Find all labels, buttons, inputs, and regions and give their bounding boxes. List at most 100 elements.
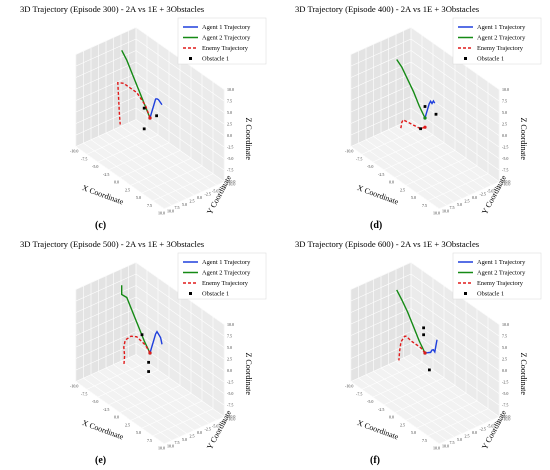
x-axis-title: X Coordinate — [81, 418, 125, 441]
gridline — [350, 38, 412, 67]
obstacle-marker — [140, 333, 144, 337]
x-tick-label: -5.0 — [367, 399, 373, 404]
x-tick-label: -2.5 — [378, 172, 384, 177]
gridline — [75, 262, 137, 290]
gridline — [358, 377, 447, 441]
series-line-1 — [149, 330, 163, 354]
gridline — [410, 38, 500, 102]
gridline — [75, 27, 137, 55]
gridline — [135, 296, 225, 360]
z-tick-label: 10.0 — [502, 87, 509, 92]
z-tick-label: 10.0 — [502, 322, 509, 327]
series-line-2 — [120, 285, 151, 354]
y-tick-label: 5.0 — [182, 202, 187, 207]
z-axis-title: Z Coordinate — [244, 353, 253, 396]
legend-label: Agent 1 Trajectory — [477, 259, 526, 266]
y-tick-label: -7.5 — [495, 185, 501, 190]
legend-label: Agent 2 Trajectory — [202, 35, 251, 42]
gridline — [75, 61, 137, 90]
gridline — [152, 408, 214, 437]
x-tick-label: 7.5 — [147, 203, 152, 208]
gridline — [152, 173, 214, 202]
panel-caption: (c) — [95, 220, 106, 231]
y-tick-label: 5.0 — [457, 437, 462, 442]
x-tick-label: 5.0 — [136, 430, 141, 435]
z-tick-label: 0.0 — [227, 368, 232, 373]
y-tick-label: -2.5 — [205, 192, 211, 197]
chart-e-svg: 3D Trajectory (Episode 500) - 2A vs 1E +… — [20, 239, 267, 466]
gridline — [105, 367, 195, 431]
panel-d: 3D Trajectory (Episode 400) - 2A vs 1E +… — [275, 0, 550, 235]
x-tick-label: 10.0 — [158, 446, 165, 451]
x-tick-label: -2.5 — [103, 407, 109, 412]
z-tick-label: -5.0 — [502, 156, 508, 161]
legend-box — [177, 252, 267, 300]
x-tick-label: -7.5 — [81, 391, 87, 396]
gridline — [135, 38, 225, 102]
x-tick-label: 2.5 — [125, 422, 130, 427]
gridline — [416, 165, 478, 194]
y-tick-label: 0.0 — [472, 430, 477, 435]
z-tick-label: -2.5 — [502, 145, 508, 150]
gridline — [135, 61, 225, 125]
z-tick-label: 0.0 — [227, 133, 232, 138]
y-tick-label: 7.5 — [450, 440, 455, 445]
series-line-1 — [424, 99, 436, 119]
y-tick-label: 10.0 — [442, 444, 449, 449]
y-tick-label: 5.0 — [457, 202, 462, 207]
z-tick-label: -2.5 — [502, 380, 508, 385]
legend-label: Enemy Trajectory — [202, 280, 249, 287]
z-tick-label: 0.0 — [502, 368, 507, 373]
y-tick-label: 5.0 — [182, 437, 187, 442]
gridline — [75, 38, 137, 67]
x-tick-label: 10.0 — [158, 211, 165, 216]
gridline — [438, 416, 500, 444]
gridline — [350, 285, 412, 313]
legend-box — [452, 252, 542, 300]
panel-f: 3D Trajectory (Episode 600) - 2A vs 1E +… — [275, 235, 550, 470]
gridline — [410, 50, 500, 113]
legend-swatch — [189, 57, 192, 60]
series-line-3 — [123, 335, 151, 366]
gridline — [75, 273, 137, 302]
x-tick-label: -5.0 — [92, 399, 98, 404]
obstacle-marker — [142, 127, 146, 131]
legend-swatch — [189, 292, 192, 295]
gridline — [410, 73, 500, 136]
y-tick-label: 0.0 — [197, 430, 202, 435]
x-tick-label: 10.0 — [433, 446, 440, 451]
series-start-marker — [148, 351, 152, 355]
legend-box — [452, 17, 542, 65]
chart-title: 3D Trajectory (Episode 500) - 2A vs 1E +… — [20, 239, 205, 249]
gridline — [135, 308, 225, 371]
gridline — [350, 308, 412, 336]
gridline — [405, 392, 467, 421]
gridline — [438, 181, 500, 209]
gridline — [135, 73, 225, 136]
z-axis-title: Z Coordinate — [519, 353, 528, 396]
legend-label: Obstacle 1 — [202, 291, 229, 298]
z-tick-label: 7.5 — [227, 99, 232, 104]
legend-label: Agent 2 Trajectory — [202, 270, 251, 277]
y-tick-label: -5.0 — [212, 423, 218, 428]
gridline — [90, 139, 180, 202]
legend-label: Agent 1 Trajectory — [202, 24, 251, 31]
obstacle-marker — [434, 112, 438, 116]
series-line-3 — [398, 335, 426, 361]
gridline — [405, 157, 467, 186]
panel-caption: (d) — [370, 220, 382, 231]
y-tick-label: 10.0 — [167, 444, 174, 449]
z-tick-label: 5.0 — [502, 110, 507, 115]
y-tick-label: -10.0 — [227, 417, 235, 422]
y-tick-label: 10.0 — [442, 209, 449, 214]
gridline — [380, 132, 470, 196]
z-tick-label: -5.0 — [227, 391, 233, 396]
chart-title: 3D Trajectory (Episode 400) - 2A vs 1E +… — [295, 4, 480, 14]
z-tick-label: 7.5 — [502, 334, 507, 339]
z-axis-title: Z Coordinate — [244, 118, 253, 161]
y-tick-label: 0.0 — [197, 195, 202, 200]
z-tick-label: 2.5 — [502, 122, 507, 127]
chart-title: 3D Trajectory (Episode 300) - 2A vs 1E +… — [20, 4, 205, 14]
gridline — [141, 165, 203, 194]
legend-swatch — [464, 292, 467, 295]
